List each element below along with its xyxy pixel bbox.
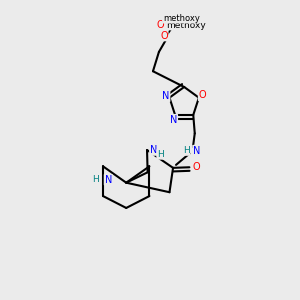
Text: H: H <box>157 150 164 159</box>
Text: methoxy: methoxy <box>166 21 206 30</box>
Text: H: H <box>183 146 189 155</box>
Text: N: N <box>104 175 112 185</box>
Text: N: N <box>150 145 157 155</box>
Text: O: O <box>157 20 164 30</box>
Text: H: H <box>92 175 99 184</box>
Text: N: N <box>193 146 200 156</box>
Text: O: O <box>160 31 168 40</box>
Text: N: N <box>170 115 177 125</box>
Text: O: O <box>192 162 200 172</box>
Text: O: O <box>199 90 206 100</box>
Text: methoxy: methoxy <box>163 14 200 23</box>
Text: N: N <box>162 91 169 101</box>
